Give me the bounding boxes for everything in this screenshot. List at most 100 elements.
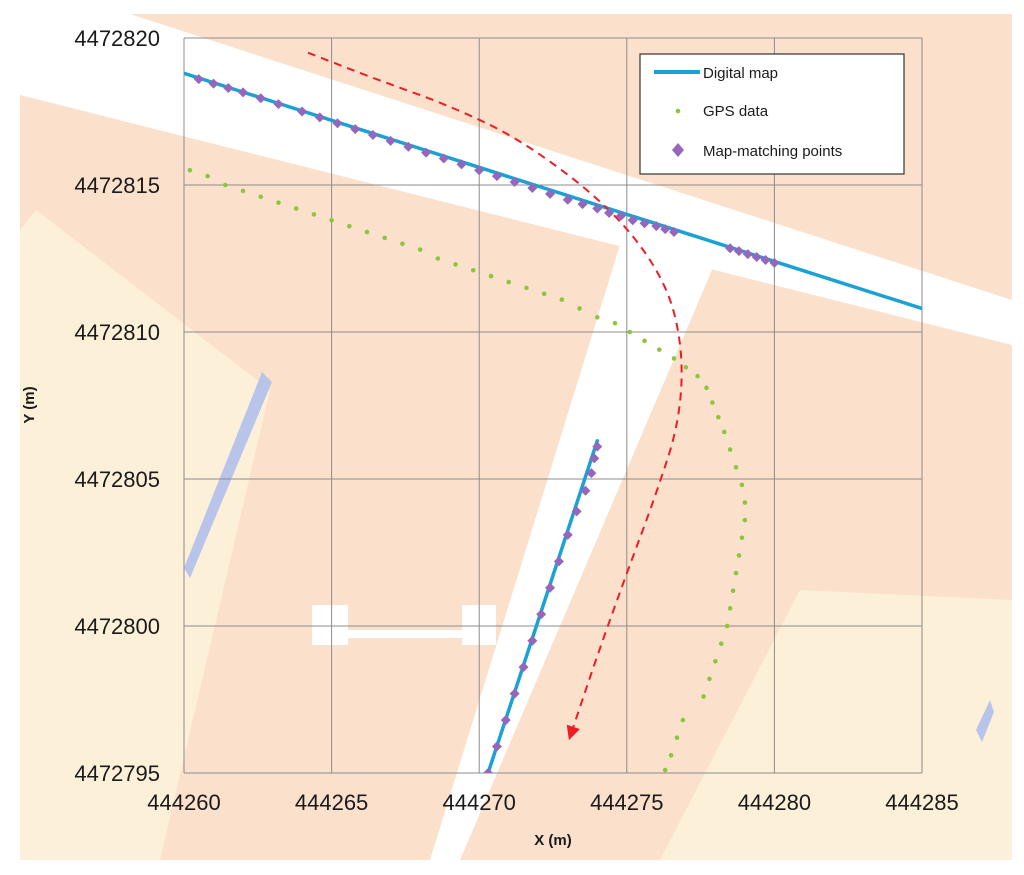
building-patch-1 xyxy=(312,605,348,645)
x-axis-label: X (m) xyxy=(534,832,572,849)
map-matching-point xyxy=(592,203,603,214)
map-matching-point xyxy=(580,485,591,496)
map-matching-point xyxy=(491,741,502,752)
map-matching-point xyxy=(577,199,588,210)
gps-points xyxy=(187,168,748,773)
map-matching-point xyxy=(314,112,325,123)
gps-point xyxy=(742,500,748,505)
gps-point xyxy=(329,217,334,223)
light-block-left xyxy=(20,210,270,860)
map-matching-point xyxy=(571,506,582,517)
map-matching-point xyxy=(273,99,284,110)
map-matching-point xyxy=(769,257,780,268)
gps-point xyxy=(506,279,512,285)
x-tick-labels: 444260 444265 444270 444275 444280 444285 xyxy=(147,790,958,815)
x-tick-label: 444285 xyxy=(885,790,958,815)
gps-point xyxy=(488,273,494,279)
gps-point xyxy=(683,364,689,370)
y-tick-label: 4472810 xyxy=(74,320,160,345)
gps-point xyxy=(382,235,388,241)
legend-dot-swatch xyxy=(675,108,681,114)
map-matching-point xyxy=(527,635,538,646)
map-matching-point xyxy=(545,188,556,199)
gps-point xyxy=(453,262,458,267)
map-matching-point xyxy=(589,453,600,464)
gps-point xyxy=(417,247,423,252)
gps-point xyxy=(727,606,733,611)
trajectory-arrow xyxy=(307,51,683,741)
gps-point xyxy=(662,767,668,773)
gps-point xyxy=(187,168,193,173)
map-matching-point xyxy=(751,252,762,263)
gps-point xyxy=(612,320,618,326)
map-matching-point xyxy=(527,182,538,193)
legend-label-gps: GPS data xyxy=(703,103,769,120)
gps-point xyxy=(223,182,228,188)
map-matching-point xyxy=(238,87,249,98)
digital-map-line xyxy=(184,71,922,311)
map-matching-point xyxy=(255,93,266,104)
gps-point xyxy=(733,570,739,576)
gps-point xyxy=(627,329,633,335)
gps-point xyxy=(674,735,680,741)
map-matching-point xyxy=(651,221,662,232)
gps-point xyxy=(707,676,712,682)
map-matching-point xyxy=(562,529,573,540)
map-matching-point xyxy=(509,177,520,188)
gps-point xyxy=(733,464,739,470)
water-strip-right xyxy=(976,700,994,742)
gps-point xyxy=(724,623,730,629)
gps-point xyxy=(680,717,686,723)
gps-point xyxy=(400,241,405,247)
gps-point xyxy=(541,291,547,297)
map-matching-point xyxy=(350,124,361,135)
gps-point xyxy=(470,267,476,273)
x-tick-label: 444280 xyxy=(738,790,811,815)
map-matching-point xyxy=(742,249,753,260)
map-matching-point xyxy=(483,768,494,773)
gps-point xyxy=(240,188,246,194)
map-matching-points xyxy=(193,74,780,773)
map-matching-point xyxy=(367,130,378,141)
legend-label-map-matching: Map-matching points xyxy=(703,143,842,160)
map-matching-point xyxy=(615,210,626,221)
map-matching-point xyxy=(733,246,744,257)
gps-point xyxy=(656,347,662,352)
x-tick-label: 444265 xyxy=(295,790,368,815)
gps-point xyxy=(435,256,441,261)
x-tick-label: 444275 xyxy=(590,790,663,815)
gps-point xyxy=(713,658,718,664)
map-matching-point xyxy=(660,224,671,235)
map-matching-point xyxy=(604,207,615,218)
gps-point xyxy=(276,200,281,205)
map-matching-point xyxy=(509,688,520,699)
map-matching-point xyxy=(385,135,396,146)
gps-point xyxy=(739,535,745,541)
water-strip-left xyxy=(184,372,272,578)
legend-diamond-swatch xyxy=(672,143,684,157)
gps-point xyxy=(594,315,600,320)
map-matching-point xyxy=(223,82,234,93)
map-matching-point xyxy=(208,78,219,89)
map-matching-point xyxy=(491,171,502,182)
y-tick-labels: 4472795 4472800 4472805 4472810 4472815 44728… xyxy=(74,26,160,786)
x-tick-label: 444270 xyxy=(442,790,515,815)
map-matching-point xyxy=(536,609,547,620)
gps-point xyxy=(293,206,299,211)
gps-point xyxy=(671,356,677,361)
map-matching-point xyxy=(297,106,308,117)
map-matching-point xyxy=(627,215,638,226)
gps-point xyxy=(730,588,736,594)
y-tick-label: 4472820 xyxy=(74,26,160,51)
light-block-right xyxy=(660,590,1012,860)
gps-point xyxy=(739,482,745,488)
map-matching-point xyxy=(586,468,597,479)
y-tick-label: 4472815 xyxy=(74,173,160,198)
map-matching-point xyxy=(760,254,771,265)
gps-point xyxy=(721,429,727,435)
map-matching-point xyxy=(562,194,573,205)
gps-point xyxy=(258,194,264,200)
gps-point xyxy=(205,173,210,179)
map-matching-point xyxy=(403,141,414,152)
